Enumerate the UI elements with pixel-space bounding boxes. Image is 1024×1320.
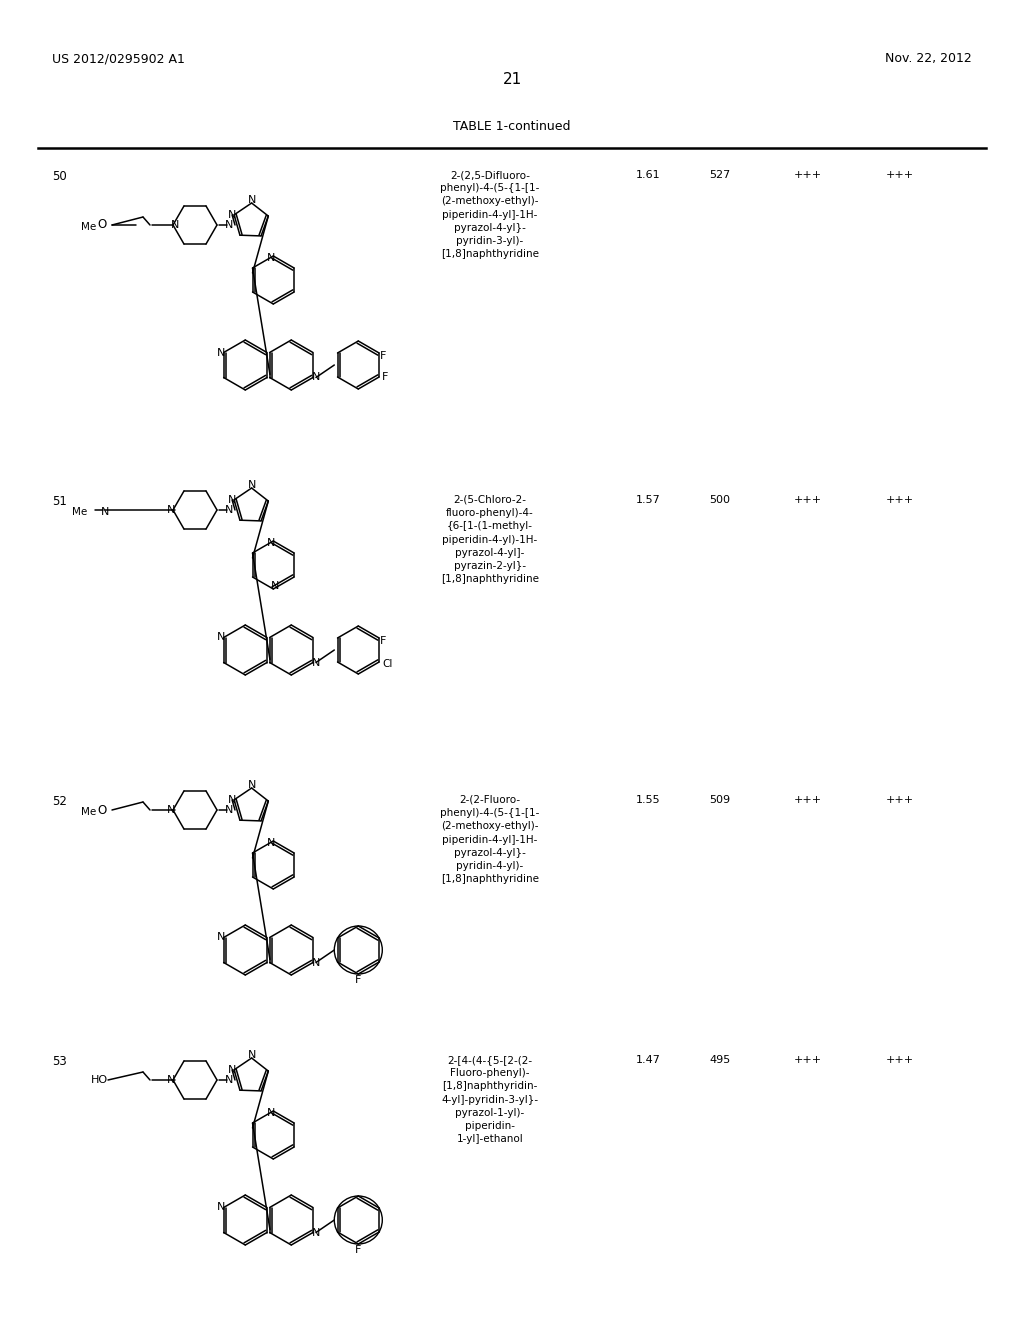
Text: N: N bbox=[100, 507, 110, 517]
Text: F: F bbox=[380, 351, 386, 360]
Text: N: N bbox=[228, 210, 237, 220]
Text: N: N bbox=[216, 347, 225, 358]
Text: N: N bbox=[267, 253, 275, 263]
Text: N: N bbox=[248, 480, 256, 490]
Text: N: N bbox=[228, 495, 237, 504]
Text: N: N bbox=[216, 1203, 225, 1213]
Text: Nov. 22, 2012: Nov. 22, 2012 bbox=[886, 51, 972, 65]
Text: 527: 527 bbox=[710, 170, 731, 180]
Text: N: N bbox=[271, 581, 280, 591]
Text: N: N bbox=[171, 220, 179, 230]
Text: N: N bbox=[225, 220, 233, 230]
Text: Cl: Cl bbox=[382, 659, 392, 669]
Text: +++: +++ bbox=[794, 170, 822, 180]
Text: Me: Me bbox=[72, 507, 87, 517]
Text: 52: 52 bbox=[52, 795, 67, 808]
Text: 50: 50 bbox=[52, 170, 67, 183]
Text: N: N bbox=[167, 805, 175, 814]
Text: 2-(2-Fluoro-
phenyl)-4-(5-{1-[1-
(2-methoxy-ethyl)-
piperidin-4-yl]-1H-
pyrazol-: 2-(2-Fluoro- phenyl)-4-(5-{1-[1- (2-meth… bbox=[440, 795, 540, 884]
Text: N: N bbox=[248, 780, 256, 789]
Text: N: N bbox=[225, 805, 233, 814]
Text: N: N bbox=[311, 957, 321, 968]
Text: 51: 51 bbox=[52, 495, 67, 508]
Text: N: N bbox=[311, 657, 321, 668]
Text: 1.55: 1.55 bbox=[636, 795, 660, 805]
Text: F: F bbox=[355, 975, 361, 985]
Text: N: N bbox=[167, 1074, 175, 1085]
Text: N: N bbox=[311, 372, 321, 383]
Text: F: F bbox=[355, 1245, 361, 1255]
Text: N: N bbox=[248, 1049, 256, 1060]
Text: Me: Me bbox=[81, 807, 96, 817]
Text: +++: +++ bbox=[886, 170, 914, 180]
Text: N: N bbox=[267, 1107, 275, 1118]
Text: O: O bbox=[97, 804, 106, 817]
Text: TABLE 1-continued: TABLE 1-continued bbox=[454, 120, 570, 133]
Text: +++: +++ bbox=[886, 495, 914, 506]
Text: 21: 21 bbox=[503, 73, 521, 87]
Text: N: N bbox=[225, 506, 233, 515]
Text: HO: HO bbox=[91, 1074, 108, 1085]
Text: N: N bbox=[228, 795, 237, 805]
Text: 495: 495 bbox=[710, 1055, 731, 1065]
Text: 500: 500 bbox=[710, 495, 730, 506]
Text: 2-(2,5-Difluoro-
phenyl)-4-(5-{1-[1-
(2-methoxy-ethyl)-
piperidin-4-yl]-1H-
pyra: 2-(2,5-Difluoro- phenyl)-4-(5-{1-[1- (2-… bbox=[440, 170, 540, 259]
Text: F: F bbox=[380, 636, 386, 645]
Text: N: N bbox=[167, 506, 175, 515]
Text: 1.61: 1.61 bbox=[636, 170, 660, 180]
Text: +++: +++ bbox=[886, 1055, 914, 1065]
Text: N: N bbox=[267, 838, 275, 847]
Text: 53: 53 bbox=[52, 1055, 67, 1068]
Text: +++: +++ bbox=[886, 795, 914, 805]
Text: N: N bbox=[216, 632, 225, 643]
Text: N: N bbox=[267, 539, 275, 548]
Text: F: F bbox=[382, 372, 388, 381]
Text: Me: Me bbox=[81, 222, 96, 232]
Text: 509: 509 bbox=[710, 795, 730, 805]
Text: N: N bbox=[311, 1228, 321, 1238]
Text: +++: +++ bbox=[794, 795, 822, 805]
Text: +++: +++ bbox=[794, 495, 822, 506]
Text: US 2012/0295902 A1: US 2012/0295902 A1 bbox=[52, 51, 185, 65]
Text: 2-(5-Chloro-2-
fluoro-phenyl)-4-
{6-[1-(1-methyl-
piperidin-4-yl)-1H-
pyrazol-4-: 2-(5-Chloro-2- fluoro-phenyl)-4- {6-[1-(… bbox=[441, 495, 539, 585]
Text: 1.57: 1.57 bbox=[636, 495, 660, 506]
Text: 1.47: 1.47 bbox=[636, 1055, 660, 1065]
Text: N: N bbox=[228, 1065, 237, 1074]
Text: O: O bbox=[97, 219, 106, 231]
Text: 2-[4-(4-{5-[2-(2-
Fluoro-phenyl)-
[1,8]naphthyridin-
4-yl]-pyridin-3-yl}-
pyrazo: 2-[4-(4-{5-[2-(2- Fluoro-phenyl)- [1,8]n… bbox=[441, 1055, 539, 1144]
Text: N: N bbox=[248, 195, 256, 205]
Text: N: N bbox=[225, 1074, 233, 1085]
Text: N: N bbox=[216, 932, 225, 942]
Text: +++: +++ bbox=[794, 1055, 822, 1065]
